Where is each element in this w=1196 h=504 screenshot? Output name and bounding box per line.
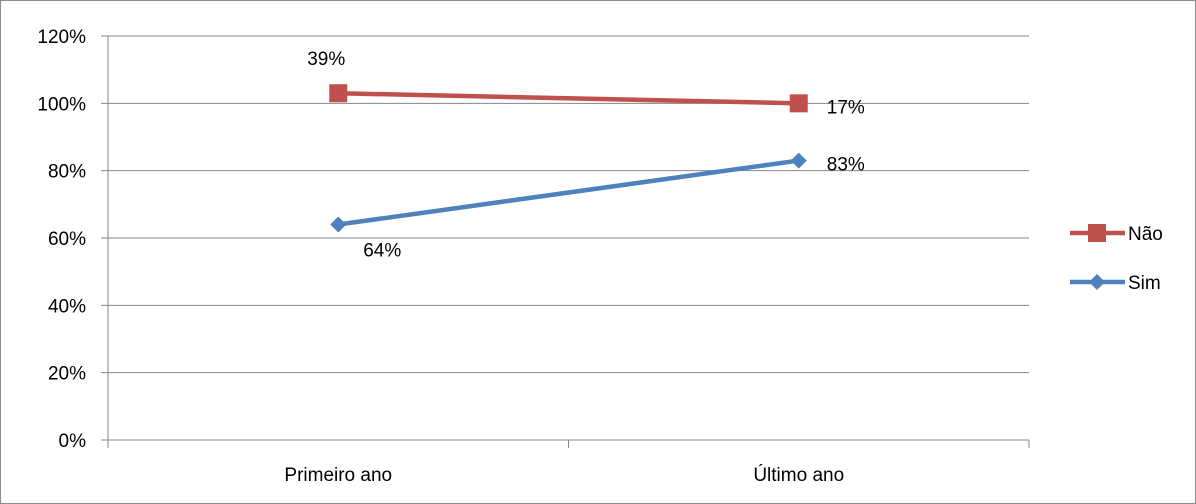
series-line [337,158,800,227]
marker-diamond [790,152,807,169]
series-group [329,84,808,233]
series-n-o [329,84,808,113]
data-labels: 39% 17% 64% 83% [307,49,865,261]
y-tick-labels: 0% 20% 40% 60% 80% 100% 120% [37,27,86,452]
marker-square [329,84,348,103]
series-line [338,90,799,106]
axes [101,35,1030,448]
y-tick-label: 60% [48,229,86,250]
series-sim [330,152,807,233]
data-label: 39% [307,49,345,70]
y-tick-label: 0% [59,431,87,452]
y-tick-label: 80% [48,162,86,183]
legend: Não Sim [1070,224,1163,294]
marker-square [789,94,808,113]
legend-label: Sim [1128,273,1161,294]
x-category-labels: Primeiro ano Último ano [284,464,844,486]
marker-diamond [1089,274,1105,290]
y-tick-label: 40% [48,296,86,317]
data-label: 83% [827,155,865,176]
x-category-label: Último ano [753,464,844,486]
marker-square [1088,224,1106,242]
legend-label: Não [1128,224,1163,245]
y-tick-label: 120% [37,27,86,48]
data-label: 64% [363,241,401,262]
y-tick-label: 100% [37,94,86,115]
marker-diamond [330,216,347,233]
data-label: 17% [827,97,865,118]
y-tick-label: 20% [48,364,86,385]
gridlines [108,35,1029,374]
x-category-label: Primeiro ano [284,465,392,486]
